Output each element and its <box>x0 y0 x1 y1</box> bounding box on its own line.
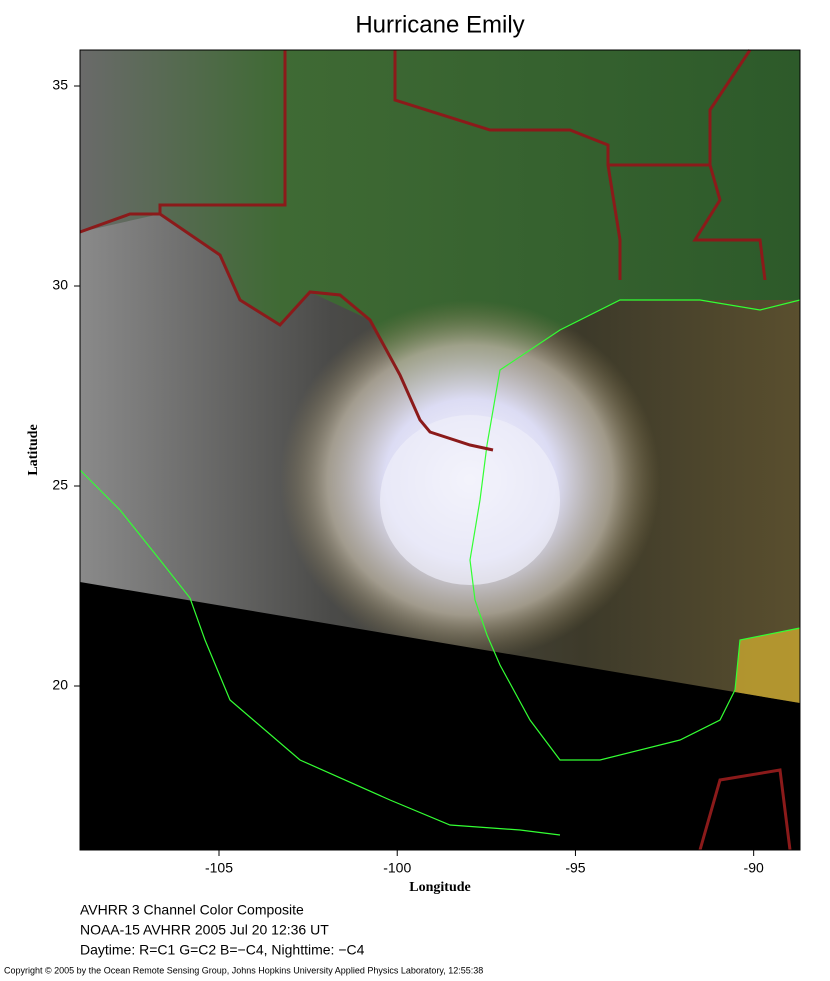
x-axis-label: Longitude <box>409 880 470 895</box>
y-tick-label: 30 <box>52 277 68 293</box>
borders <box>79 49 792 851</box>
x-tick-label: -95 <box>565 860 585 876</box>
caption-line: AVHRR 3 Channel Color Composite <box>80 902 304 918</box>
caption-line: Daytime: R=C1 G=C2 B=−C4, Nighttime: −C4 <box>80 942 365 958</box>
satellite-image <box>80 50 800 850</box>
coastlines <box>79 299 801 836</box>
frame <box>79 49 801 851</box>
y-axis-label: Latitude <box>26 424 41 475</box>
copyright: Copyright © 2005 by the Ocean Remote Sen… <box>4 965 483 975</box>
y-tick-label: 25 <box>52 477 68 493</box>
y-tick-label: 35 <box>52 77 68 93</box>
x-tick-label: -90 <box>744 860 764 876</box>
title: Hurricane Emily <box>355 11 524 38</box>
y-tick-label: 20 <box>52 677 68 693</box>
x-tick-label: -100 <box>383 860 411 876</box>
axes: -105 -100 -95 -90 20 25 30 35 <box>52 77 764 876</box>
x-tick-label: -105 <box>205 860 233 876</box>
caption-line: NOAA-15 AVHRR 2005 Jul 20 12:36 UT <box>80 922 329 938</box>
